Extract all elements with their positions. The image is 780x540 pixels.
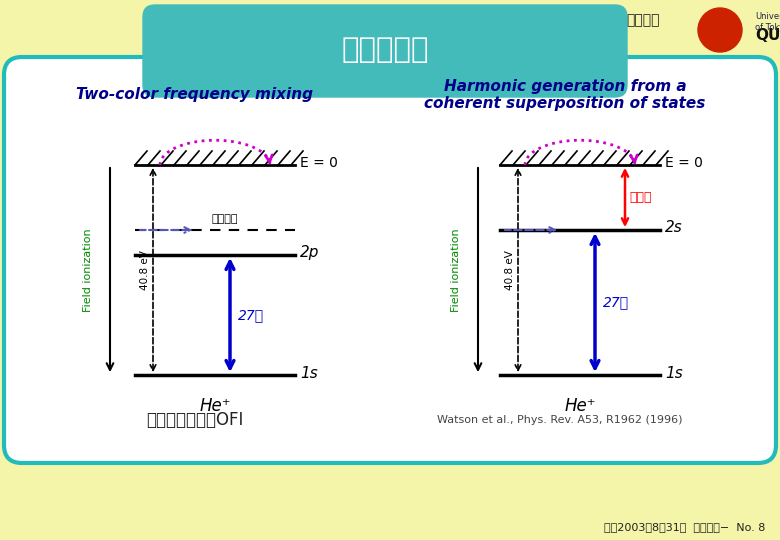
FancyBboxPatch shape [143, 5, 627, 97]
Text: 27次: 27次 [238, 308, 264, 322]
Circle shape [698, 8, 742, 52]
Text: 2p: 2p [300, 246, 319, 260]
Text: 仮想準位: 仮想準位 [211, 214, 238, 224]
Text: E = 0: E = 0 [665, 156, 703, 170]
Text: University
of Tokyo: University of Tokyo [755, 12, 780, 32]
Text: Watson et al., Phys. Rev. A53, R1962 (1996): Watson et al., Phys. Rev. A53, R1962 (19… [438, 415, 682, 425]
Text: メカニズム: メカニズム [342, 36, 429, 64]
Text: 仮想準位からのOFI: 仮想準位からのOFI [147, 411, 243, 429]
Text: 1s: 1s [665, 366, 682, 381]
Text: 1s: 1s [300, 366, 317, 381]
FancyBboxPatch shape [4, 57, 776, 463]
Text: 40.8 eV: 40.8 eV [140, 250, 150, 290]
Text: He⁺: He⁺ [199, 397, 231, 415]
Text: Field ionization: Field ionization [451, 228, 461, 312]
Text: Two-color frequency mixing: Two-color frequency mixing [76, 87, 314, 103]
Text: 基本波: 基本波 [629, 191, 651, 204]
Text: 石川顕一: 石川顕一 [626, 13, 660, 27]
Text: 27次: 27次 [603, 295, 629, 309]
Text: Field ionization: Field ionization [83, 228, 93, 312]
Text: 40.8 eV: 40.8 eV [505, 250, 515, 290]
Text: QUEST: QUEST [755, 28, 780, 43]
Text: Harmonic generation from a
coherent superposition of states: Harmonic generation from a coherent supe… [424, 79, 706, 111]
Text: He⁺: He⁺ [564, 397, 596, 415]
Text: 2s: 2s [665, 220, 682, 235]
Text: E = 0: E = 0 [300, 156, 338, 170]
Text: 応牆2003年8月31日  石川顕一−  No. 8: 応牆2003年8月31日 石川顕一− No. 8 [604, 522, 765, 532]
